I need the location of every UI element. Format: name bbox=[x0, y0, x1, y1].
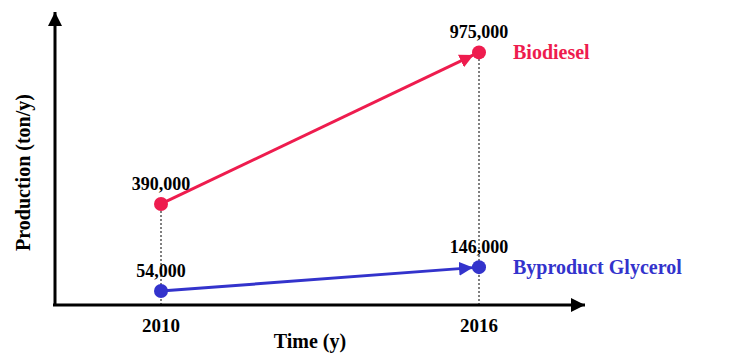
plot-area bbox=[154, 45, 486, 298]
data-point bbox=[154, 284, 168, 298]
series-line bbox=[161, 55, 474, 204]
x-axis bbox=[53, 304, 585, 307]
series-label: Biodiesel bbox=[513, 41, 590, 63]
y-axis-label: Production (ton/y) bbox=[12, 94, 35, 251]
x-axis-label: Time (y) bbox=[274, 330, 346, 353]
data-label: 975,000 bbox=[450, 22, 509, 42]
chart-root: 2010 2016 Time (y) Production (ton/y) 390,00… bbox=[0, 0, 734, 360]
data-label: 146,000 bbox=[450, 237, 509, 257]
data-label: 390,000 bbox=[132, 174, 191, 194]
data-point bbox=[154, 197, 168, 211]
series-label: Byproduct Glycerol bbox=[513, 256, 682, 279]
x-tick-label: 2016 bbox=[460, 315, 498, 336]
chart-svg: 2010 2016 Time (y) Production (ton/y) 390,00… bbox=[0, 0, 734, 360]
data-label: 54,000 bbox=[136, 261, 186, 281]
series-line bbox=[161, 268, 473, 291]
data-point bbox=[472, 260, 486, 274]
y-axis bbox=[54, 12, 57, 305]
x-tick-label: 2010 bbox=[142, 315, 180, 336]
data-point bbox=[472, 45, 486, 59]
